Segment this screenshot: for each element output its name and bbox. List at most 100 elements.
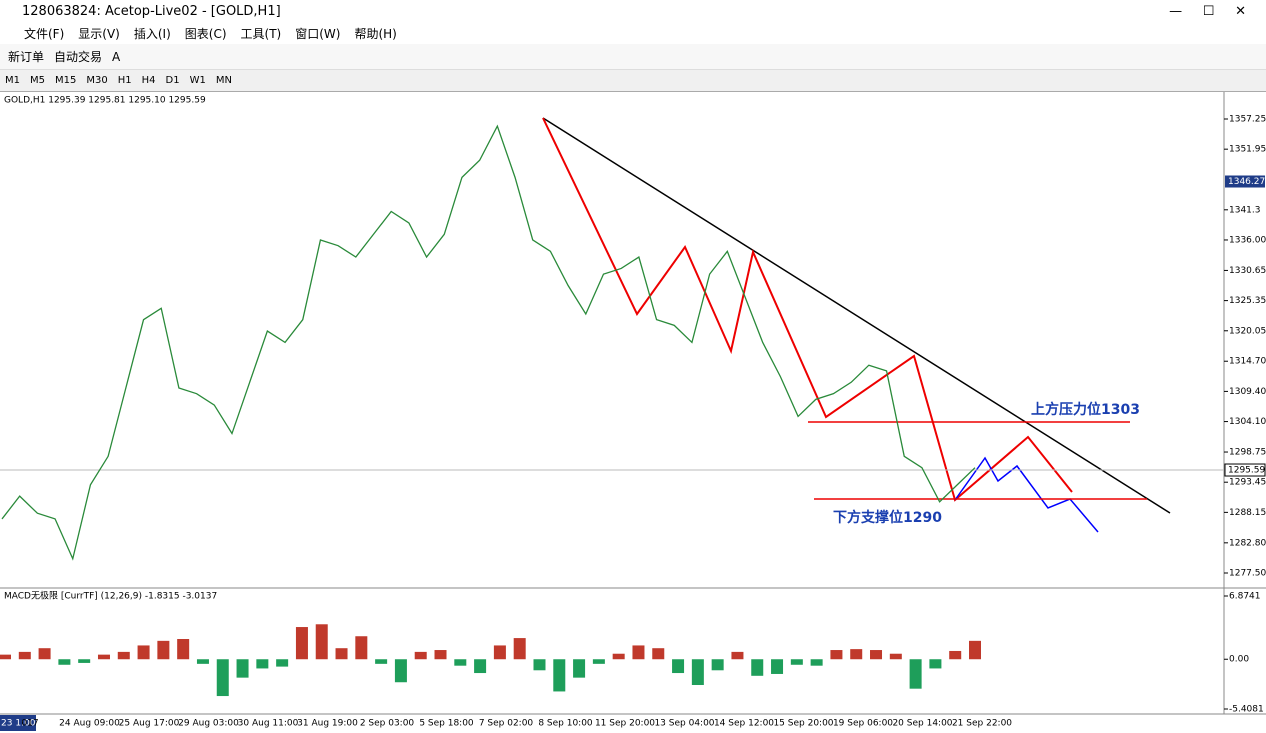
price-tick-label: 1320.05 xyxy=(1229,326,1266,336)
time-label: 19 Sep 06:00 xyxy=(833,719,893,729)
timeframe-button[interactable]: W1 xyxy=(189,75,206,86)
macd-bar xyxy=(711,659,724,671)
price-line xyxy=(1,124,976,561)
toolbar-button[interactable]: 自动交易 xyxy=(54,50,103,64)
time-label: 25 Aug 17:00 xyxy=(119,719,180,729)
macd-bar xyxy=(493,645,506,660)
macd-bar xyxy=(177,639,190,660)
macd-bar xyxy=(236,659,249,678)
macd-bar xyxy=(850,649,863,660)
macd-bar xyxy=(632,645,645,660)
price-tick-label: 1277.50 xyxy=(1229,569,1266,579)
window-controls[interactable]: — ☐ ✕ xyxy=(1169,4,1246,19)
time-cursor-box xyxy=(0,715,36,731)
price-tick-label: 1351.95 xyxy=(1229,145,1266,155)
macd-bar xyxy=(949,650,962,660)
macd-bar xyxy=(553,659,566,692)
macd-bar xyxy=(870,650,883,660)
timeframe-button[interactable]: M5 xyxy=(30,75,45,86)
menu-item[interactable]: 显示(V) xyxy=(78,27,120,41)
macd-bar xyxy=(97,654,110,660)
price-tick-label: 1282.80 xyxy=(1229,538,1266,548)
timeframe-button[interactable]: H1 xyxy=(117,75,132,86)
time-label: 8 Sep 10:00 xyxy=(538,719,593,729)
price-tick-label: 1357.25 xyxy=(1229,115,1266,125)
macd-bar xyxy=(474,659,487,674)
macd-bar xyxy=(355,636,368,660)
macd-bar xyxy=(751,659,764,676)
macd-bar xyxy=(889,653,902,660)
macd-bar xyxy=(196,659,209,664)
timeframe-button[interactable]: M30 xyxy=(86,75,108,86)
timeframe-button[interactable]: H4 xyxy=(141,75,156,86)
macd-bar xyxy=(216,659,229,697)
macd-bar xyxy=(969,640,981,660)
price-tick-label: 1298.75 xyxy=(1229,448,1266,458)
macd-bar xyxy=(771,659,784,674)
timeframe-button[interactable]: M1 xyxy=(5,75,20,86)
macd-tick-label: -5.4081 xyxy=(1229,705,1264,715)
macd-bar xyxy=(78,659,91,663)
macd-bar xyxy=(18,651,31,660)
macd-bar xyxy=(58,659,71,665)
price-tick-label: 1325.35 xyxy=(1229,296,1266,306)
chart: GOLD,H1 1295.39 1295.81 1295.10 1295.59 … xyxy=(0,92,1266,733)
toolbar-button[interactable]: A xyxy=(112,50,121,64)
macd-bar xyxy=(414,651,427,660)
menu-item[interactable]: 文件(F) xyxy=(24,27,65,41)
macd-bar xyxy=(652,648,665,660)
time-label: 24 Aug 09:00 xyxy=(59,719,120,729)
menu-item[interactable]: 窗口(W) xyxy=(295,27,341,41)
timeframe-bar: M1 M5 M15 M30 H1 H4 D1 W1 MN xyxy=(0,70,1266,92)
marker-box xyxy=(1225,175,1265,188)
macd-bar xyxy=(454,659,467,666)
menu-item[interactable]: 工具(T) xyxy=(240,27,282,41)
macd-bar xyxy=(533,659,546,671)
price-tick-label: 1330.65 xyxy=(1229,266,1266,276)
price-tick-label: 1341.3 xyxy=(1229,205,1261,215)
macd-bar xyxy=(612,653,625,660)
toolbar-button[interactable]: 新订单 xyxy=(8,50,45,64)
macd-tick-label: 6.8741 xyxy=(1229,592,1261,602)
macd-bar xyxy=(38,648,51,660)
macd-bar xyxy=(0,654,11,660)
macd-bar xyxy=(137,645,150,660)
title-bar: 128063824: Acetop-Live02 - [GOLD,H1] — ☐ … xyxy=(0,0,1266,24)
time-label: 14 Sep 12:00 xyxy=(714,719,774,729)
trend-line xyxy=(542,117,1171,514)
menu-item[interactable]: 图表(C) xyxy=(184,27,227,41)
support-label: 下方支撑位1290 xyxy=(833,509,942,526)
macd-bar xyxy=(592,659,605,664)
macd-bar xyxy=(256,659,269,669)
time-label: 20 Sep 14:00 xyxy=(892,719,952,729)
timeframe-button[interactable]: MN xyxy=(215,75,232,86)
price-tick-label: 1288.15 xyxy=(1229,508,1266,518)
macd-info: MACD无极限 [CurrTF] (12,26,9) -1.8315 -3.01… xyxy=(4,590,217,602)
macd-bar xyxy=(157,640,170,660)
timeframe-button[interactable]: D1 xyxy=(165,75,180,86)
toolbar: 新订单 自动交易 A xyxy=(0,44,1266,70)
time-label: 7 Sep 02:00 xyxy=(479,719,534,729)
price-tick-label: 1336.00 xyxy=(1229,235,1266,245)
macd-bar xyxy=(731,651,744,660)
macd-bar xyxy=(929,659,942,669)
macd-bar xyxy=(434,650,447,660)
menu-bar: 文件(F) 显示(V) 插入(I) 图表(C) 工具(T) 窗口(W) 帮助(H) xyxy=(0,24,1266,44)
time-cursor: 23 1:00 xyxy=(1,719,36,729)
macd-bar xyxy=(375,659,388,664)
menu-item[interactable]: 插入(I) xyxy=(133,27,171,41)
time-label: 21 Sep 22:00 xyxy=(952,719,1012,729)
time-label: 5 Sep 18:00 xyxy=(419,719,474,729)
time-label: 15 Sep 20:00 xyxy=(773,719,833,729)
macd-bar xyxy=(315,624,328,660)
timeframe-button[interactable]: M15 xyxy=(55,75,77,86)
time-label: 13 Sep 04:00 xyxy=(654,719,714,729)
time-label: 31 Aug 19:00 xyxy=(297,719,358,729)
macd-bar xyxy=(573,659,586,678)
macd-bar xyxy=(295,627,308,660)
time-label: 2 Sep 03:00 xyxy=(360,719,415,729)
macd-bar xyxy=(394,659,407,683)
menu-item[interactable]: 帮助(H) xyxy=(354,27,397,41)
time-label: 30 Aug 11:00 xyxy=(238,719,299,729)
